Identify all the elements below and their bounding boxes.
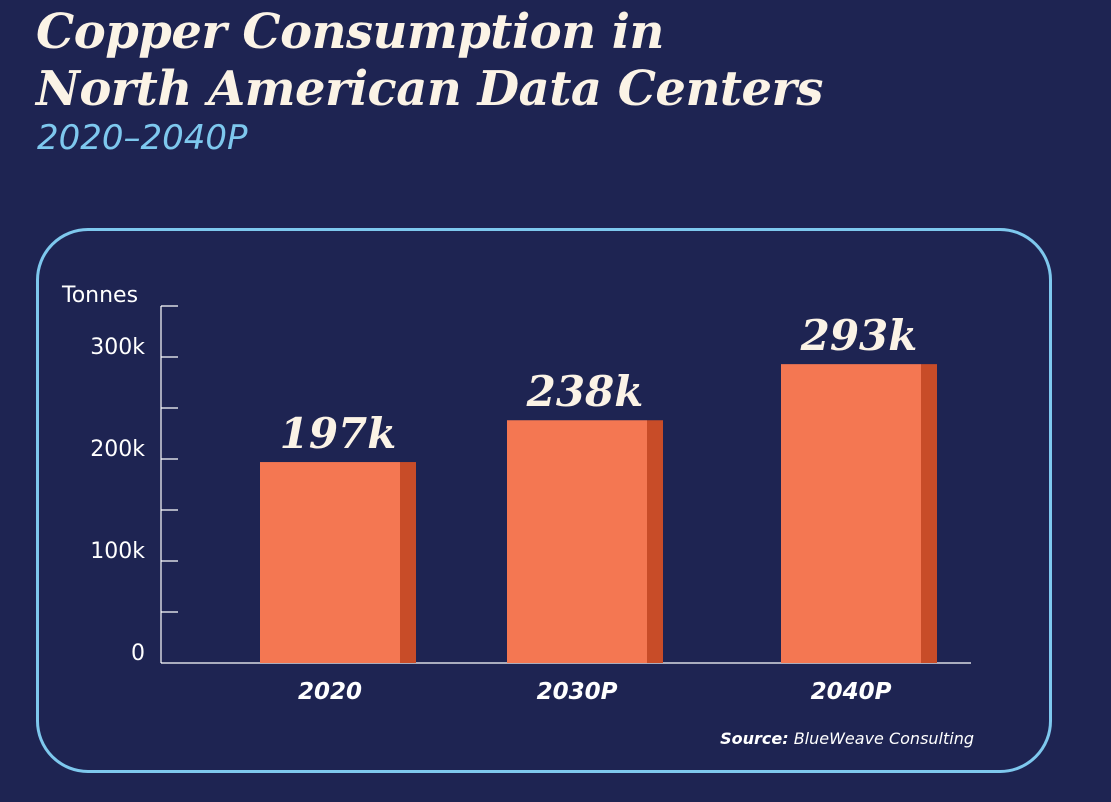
category-label: 2020: [298, 679, 362, 705]
chart-title: Copper Consumption in North American Dat…: [36, 4, 823, 118]
bar-side-2020: [400, 462, 416, 663]
y-tick-label: 0: [131, 641, 145, 666]
bar-2030P: [507, 420, 647, 663]
category-label: 2040P: [811, 679, 892, 705]
chart-subtitle: 2020–2040P: [37, 118, 248, 158]
chart-panel: [36, 228, 1052, 773]
y-tick-label: 300k: [90, 335, 145, 360]
title-line-1: Copper Consumption in: [36, 4, 664, 60]
bar-2020: [260, 462, 400, 663]
category-label: 2030P: [537, 679, 618, 705]
y-tick-label: 200k: [90, 437, 145, 462]
source-note: Source: BlueWeave Consulting: [720, 729, 974, 748]
source-text: BlueWeave Consulting: [793, 729, 974, 748]
bar-side-2040P: [921, 364, 937, 663]
bar-2040P: [781, 364, 921, 663]
source-label: Source:: [720, 729, 789, 748]
value-label: 293k: [800, 311, 918, 360]
title-line-2: North American Data Centers: [36, 61, 823, 117]
value-label: 238k: [526, 367, 644, 416]
y-axis-label: Tonnes: [61, 283, 138, 308]
bar-side-2030P: [647, 420, 663, 663]
value-label: 197k: [280, 409, 397, 458]
y-tick-label: 100k: [90, 539, 145, 564]
